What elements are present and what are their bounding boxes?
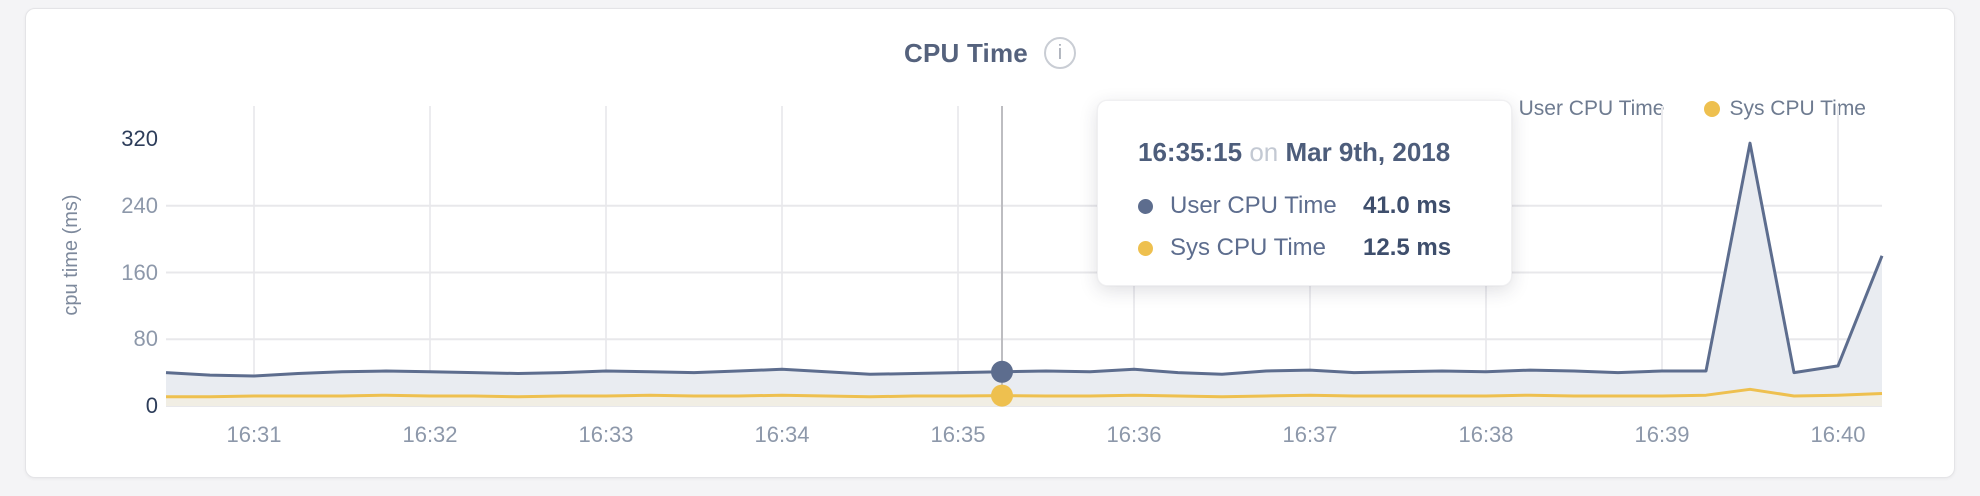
- chart-tooltip: 16:35:15 on Mar 9th, 2018 User CPU Time …: [1097, 100, 1512, 286]
- tooltip-row-user: User CPU Time 41.0 ms: [1138, 191, 1511, 221]
- tooltip-value-user: 41.0 ms: [1363, 192, 1452, 219]
- x-tick-label: 16:35: [930, 422, 986, 447]
- chart-header: CPU Time i: [26, 37, 1954, 69]
- sys-point-marker[interactable]: [991, 384, 1013, 407]
- legend-label-sys: Sys CPU Time: [1729, 97, 1866, 120]
- x-tick-label: 16:36: [1106, 422, 1162, 447]
- info-icon[interactable]: i: [1043, 37, 1076, 69]
- x-tick-label: 16:38: [1458, 422, 1514, 447]
- legend-dot-sys-icon: [1704, 101, 1721, 117]
- tooltip-label-user: User CPU Time: [1170, 192, 1337, 219]
- tooltip-date: Mar 9th, 2018: [1285, 137, 1451, 167]
- user-point-marker[interactable]: [991, 360, 1013, 383]
- x-tick-label: 16:33: [578, 422, 634, 447]
- sys-cpu-line: [166, 387, 1883, 399]
- chart-title: CPU Time: [904, 37, 1028, 68]
- chart-card: CPU Time i User CPU Time Sys CPU Time cp…: [25, 8, 1955, 478]
- y-axis-ticks: 0 80 160 240 320: [26, 106, 158, 418]
- tooltip-dot-sys-icon: [1138, 240, 1153, 256]
- x-axis-ticks: 16:31 16:32 16:33 16:34 16:35 16:36 16:37 16:38…: [166, 422, 1882, 452]
- y-tick-label: 160: [121, 259, 158, 285]
- user-cpu-area: [166, 143, 1882, 406]
- x-tick-label: 16:34: [754, 422, 810, 447]
- tooltip-value-sys: 12.5 ms: [1363, 234, 1452, 261]
- tooltip-title: 16:35:15 on Mar 9th, 2018: [1138, 137, 1511, 167]
- x-tick-label: 16:32: [402, 422, 458, 447]
- x-tick-label: 16:31: [226, 422, 282, 447]
- plot-area[interactable]: [165, 106, 1884, 407]
- user-cpu-line: [165, 141, 1884, 378]
- tooltip-on-word: on: [1249, 137, 1279, 167]
- tooltip-time: 16:35:15: [1138, 137, 1243, 167]
- tooltip-label-sys: Sys CPU Time: [1170, 234, 1327, 261]
- tooltip-row-sys: Sys CPU Time 12.5 ms: [1138, 233, 1511, 263]
- x-tick-label: 16:37: [1282, 422, 1338, 447]
- sys-cpu-area: [166, 389, 1882, 406]
- x-tick-label: 16:39: [1634, 422, 1690, 447]
- legend-item-sys-cpu-time[interactable]: Sys CPU Time: [1704, 97, 1866, 121]
- x-tick-label: 16:40: [1810, 422, 1866, 447]
- legend-label-user: User CPU Time: [1518, 97, 1665, 120]
- y-tick-label: 0: [145, 393, 158, 418]
- tooltip-dot-user-icon: [1138, 198, 1153, 214]
- y-tick-label: 240: [121, 192, 158, 218]
- y-tick-label: 320: [121, 126, 158, 151]
- y-tick-label: 80: [133, 326, 158, 352]
